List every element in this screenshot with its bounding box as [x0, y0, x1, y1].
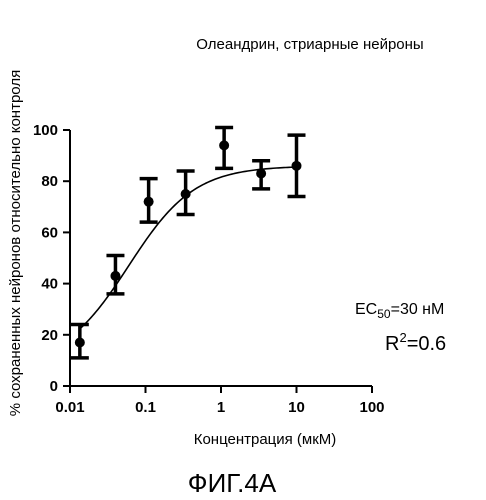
- x-tick-label-2: 1: [217, 399, 225, 416]
- point-marker-3: [181, 189, 191, 199]
- ec50-value: =30 нМ: [391, 301, 445, 318]
- data-point-2: [140, 179, 158, 223]
- ec50-subscript: 50: [377, 307, 391, 321]
- axes: 0 20 40 60 80 100 0.01 0.1 1 10 100: [33, 122, 385, 416]
- x-tick-label-4: 100: [359, 399, 384, 416]
- x-axis-label: Концентрация (мкМ): [194, 431, 337, 448]
- data-point-5: [252, 161, 270, 189]
- ec50-annotation: EC50=30 нМ: [355, 301, 444, 321]
- figure-caption: ФИГ.4А: [188, 468, 277, 498]
- ec50-prefix: EC: [355, 301, 377, 318]
- point-marker-5: [256, 169, 266, 179]
- data-points-layer: [71, 127, 306, 357]
- y-axis-label: % сохраненных нейронов относительно конт…: [7, 70, 24, 416]
- point-marker-4: [219, 140, 229, 150]
- data-point-4: [215, 127, 233, 168]
- x-tick-label-1: 0.1: [135, 399, 156, 416]
- r2-prefix: R: [385, 333, 399, 355]
- point-marker-0: [75, 337, 85, 347]
- x-tick-label-3: 10: [288, 399, 305, 416]
- y-tick-label-0: 0: [50, 378, 58, 395]
- data-point-3: [177, 171, 195, 215]
- data-point-6: [288, 135, 306, 196]
- y-tick-label-1: 20: [41, 327, 58, 344]
- data-point-1: [106, 255, 124, 293]
- y-tick-label-3: 60: [41, 224, 58, 241]
- chart-title: Олеандрин, стриарные нейроны: [196, 36, 423, 53]
- y-tick-label-5: 100: [33, 122, 58, 139]
- point-marker-1: [110, 271, 120, 281]
- data-point-0: [71, 325, 89, 358]
- y-tick-label-4: 80: [41, 173, 58, 190]
- r2-value: =0.6: [407, 333, 446, 355]
- point-marker-2: [144, 197, 154, 207]
- r2-annotation: R2=0.6: [385, 330, 446, 355]
- r2-superscript: 2: [399, 330, 406, 345]
- point-marker-6: [292, 161, 302, 171]
- x-tick-label-0: 0.01: [55, 399, 84, 416]
- y-tick-label-2: 40: [41, 276, 58, 293]
